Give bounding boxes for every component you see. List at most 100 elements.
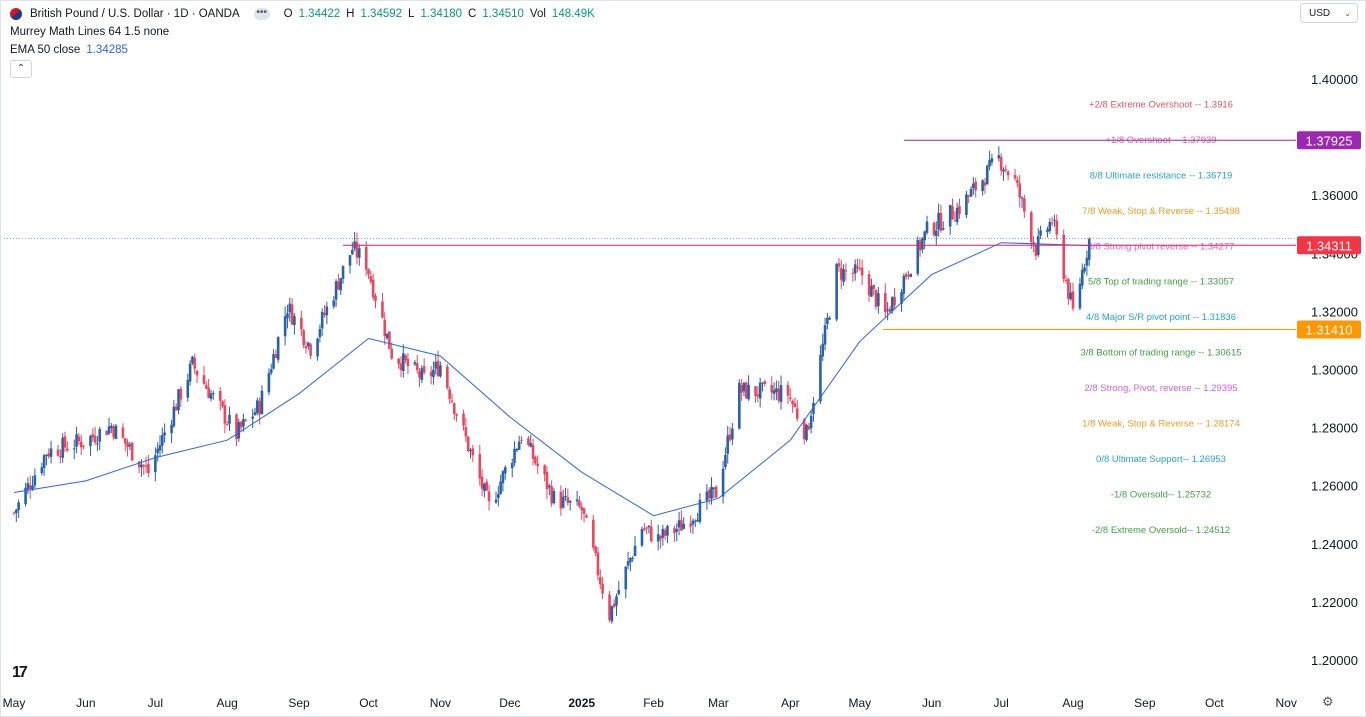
candle-body (663, 530, 667, 536)
y-tick-label: 1.24000 (1311, 537, 1358, 552)
candle-body (615, 596, 618, 606)
candle-body (712, 487, 716, 489)
candle-body (1069, 292, 1072, 300)
indicator-murrey-row[interactable]: Murrey Math Lines 64 1.5 none (10, 23, 595, 41)
candle-body (883, 292, 887, 313)
murrey-level-label: 2/8 Strong, Pivot, reverse -- 1.29395 (1084, 383, 1237, 394)
candle-body (969, 188, 973, 197)
candle-body (47, 453, 51, 457)
candle-body (680, 520, 683, 531)
x-tick-label: May (3, 696, 26, 710)
candle-body (418, 371, 421, 378)
collapse-legend-button[interactable]: ⌃ (10, 60, 32, 78)
murrey-level-label: 0/8 Ultimate Support-- 1.26953 (1096, 454, 1226, 465)
currency-select[interactable]: USD ⌄ (1300, 3, 1358, 23)
candle-body (1050, 222, 1054, 224)
candle-body (886, 309, 889, 311)
murrey-level-label: 7/8 Weak, Stop & Reverse -- 1.35498 (1082, 206, 1240, 217)
candle-body (455, 414, 458, 416)
high-label: H (346, 8, 355, 20)
candle-body (448, 389, 451, 399)
price-tag-label: 1.37925 (1306, 133, 1353, 148)
candle-body (937, 212, 940, 230)
candle-body (351, 249, 354, 255)
candle-body (137, 461, 141, 467)
candle-body (186, 379, 190, 398)
candle-body (188, 363, 192, 382)
candle-body (45, 454, 48, 456)
murrey-level-label: -1/8 Oversold-- 1.25732 (1111, 489, 1211, 500)
candle-body (788, 397, 792, 399)
candle-body (487, 491, 491, 502)
candle-body (225, 424, 229, 426)
candle-body (888, 308, 892, 313)
gear-icon[interactable]: ⚙ (1322, 694, 1334, 709)
candle-body (513, 448, 516, 463)
indicator-ema-row[interactable]: EMA 50 close 1.34285 (10, 41, 595, 59)
candle-body (536, 463, 540, 467)
candle-body (161, 435, 164, 446)
candle-body (309, 344, 312, 356)
candle-body (714, 486, 718, 498)
candle-body (110, 425, 113, 429)
murrey-level-label: 5/8 Top of trading range -- 1.33057 (1088, 277, 1234, 288)
candle-body (341, 265, 345, 279)
candle-body (1083, 267, 1086, 272)
candle-body (564, 495, 567, 497)
y-tick-label: 1.32000 (1311, 304, 1358, 319)
candle-body (469, 450, 472, 452)
candle-body (415, 363, 419, 371)
ema-50-line (13, 242, 1090, 517)
candle-body (364, 246, 368, 270)
candle-body (24, 487, 27, 505)
candle-body (63, 436, 67, 448)
candle-body (114, 425, 118, 440)
candle-body (529, 443, 533, 447)
candle-body (738, 382, 741, 429)
candle-body (673, 528, 676, 534)
candle-body (578, 500, 581, 507)
more-options-icon[interactable]: ••• (253, 8, 270, 20)
candle-body (211, 392, 215, 394)
close-value: 1.34510 (482, 8, 524, 20)
candle-body (941, 228, 945, 230)
candle-body (191, 356, 194, 364)
candle-body (617, 590, 621, 595)
candle-body (543, 465, 546, 475)
candle-body (17, 502, 20, 511)
candle-body (82, 445, 85, 447)
candle-body (436, 360, 440, 377)
candle-body (144, 465, 148, 467)
symbol-title[interactable]: British Pound / U.S. Dollar · 1D · OANDA (30, 8, 240, 20)
candle-body (304, 346, 308, 349)
candle-body (302, 330, 305, 345)
candle-body (772, 390, 776, 394)
candle-body (404, 355, 407, 361)
x-tick-label: Oct (359, 696, 378, 710)
x-tick-label: Feb (643, 696, 664, 710)
volume-label: Vol (529, 8, 546, 20)
candle-body (520, 439, 523, 441)
candle-body (253, 412, 257, 415)
candle-body (357, 248, 361, 258)
candle-body (860, 267, 864, 276)
candle-body (819, 355, 822, 402)
candle-body (610, 605, 614, 622)
candle-body (205, 385, 208, 389)
candle-body (390, 348, 394, 359)
candle-body (1064, 279, 1068, 281)
candle-body (499, 481, 502, 494)
candle-body (72, 448, 76, 450)
candle-body (258, 401, 261, 415)
candle-body (770, 385, 774, 393)
candle-body (629, 558, 632, 563)
candle-body (142, 465, 146, 467)
candle-body (202, 375, 206, 384)
y-tick-label: 1.40000 (1311, 72, 1358, 87)
y-tick-label: 1.22000 (1311, 595, 1358, 610)
candle-body (112, 426, 115, 438)
candle-body (582, 508, 586, 514)
candle-body (726, 435, 730, 454)
candle-body (643, 528, 646, 530)
